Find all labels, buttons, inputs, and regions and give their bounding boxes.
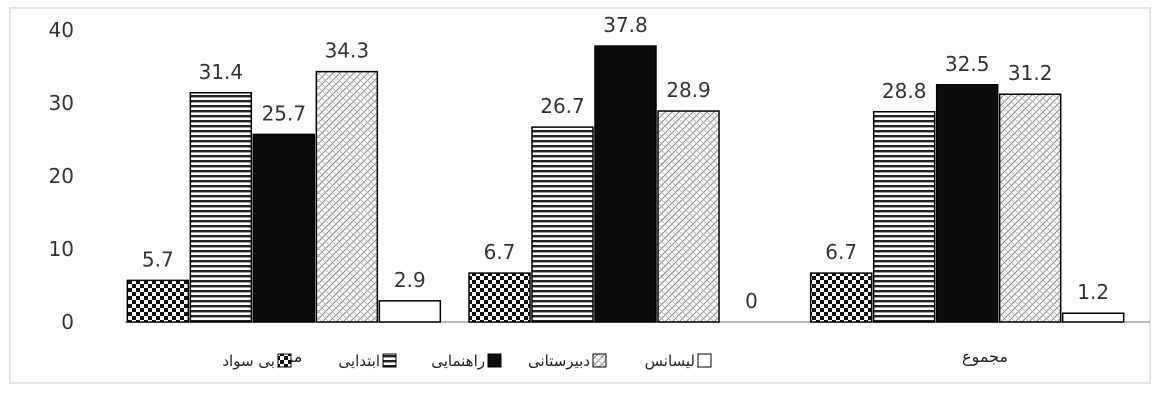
legend-item: راهنمایی bbox=[431, 352, 502, 370]
legend-label: ابتدایی bbox=[338, 352, 380, 370]
legend-item: ابتدایی bbox=[338, 352, 397, 370]
data-label: 1.2 bbox=[1077, 280, 1109, 304]
legend-label: راهنمایی bbox=[431, 352, 485, 370]
legend-label: دبیرستانی bbox=[528, 352, 590, 370]
data-label: 37.8 bbox=[603, 13, 648, 37]
data-label: 26.7 bbox=[540, 94, 585, 118]
data-label: 5.7 bbox=[142, 247, 174, 271]
bar-3-3 bbox=[935, 84, 999, 323]
legend: لیسانس دبیرستانی راهنمایی ابتدایی بی سواد bbox=[222, 352, 712, 370]
legend-item: دبیرستانی bbox=[528, 352, 607, 370]
data-label: 0 bbox=[745, 289, 758, 313]
data-label: 25.7 bbox=[262, 101, 307, 125]
legend-swatch bbox=[592, 353, 607, 368]
labels-layer: 5.731.425.734.32.9مرد6.726.737.828.906.7… bbox=[142, 13, 1109, 367]
bar-1-5 bbox=[378, 300, 442, 323]
chart-frame bbox=[9, 7, 1151, 384]
data-label: 28.8 bbox=[882, 79, 927, 103]
bar-1-1 bbox=[126, 279, 190, 323]
legend-item: بی سواد bbox=[222, 352, 292, 370]
bar-3-5 bbox=[1061, 312, 1125, 323]
legend-swatch bbox=[382, 353, 397, 368]
legend-label: بی سواد bbox=[222, 352, 275, 370]
y-tick-label: 0 bbox=[61, 310, 74, 334]
data-label: 34.3 bbox=[325, 39, 370, 63]
data-label: 28.9 bbox=[666, 78, 711, 102]
data-label: 6.7 bbox=[825, 240, 857, 264]
bar-2-4 bbox=[657, 110, 720, 323]
y-tick-label: 30 bbox=[49, 91, 74, 115]
bar-1-2 bbox=[189, 92, 253, 323]
bar-2-2 bbox=[531, 126, 594, 323]
bar-2-3 bbox=[594, 45, 657, 323]
group-label: مجموع bbox=[962, 347, 1008, 367]
legend-swatch bbox=[277, 353, 292, 368]
data-label: 31.2 bbox=[1008, 61, 1053, 85]
data-label: 2.9 bbox=[394, 268, 426, 292]
data-label: 6.7 bbox=[484, 240, 516, 264]
data-label: 32.5 bbox=[945, 52, 990, 76]
y-tick-label: 40 bbox=[49, 18, 74, 42]
bar-3-4 bbox=[998, 93, 1062, 323]
legend-label: لیسانس bbox=[645, 352, 695, 370]
legend-swatch bbox=[487, 353, 502, 368]
y-tick-label: 20 bbox=[49, 164, 74, 188]
legend-item: لیسانس bbox=[645, 352, 712, 370]
bar-3-1 bbox=[809, 272, 873, 323]
data-label: 31.4 bbox=[199, 60, 244, 84]
bar-3-2 bbox=[872, 111, 936, 323]
bar-1-3 bbox=[252, 133, 316, 323]
legend-swatch bbox=[697, 353, 712, 368]
bars-layer bbox=[126, 45, 1125, 323]
bar-2-1 bbox=[468, 272, 531, 323]
bar-1-4 bbox=[315, 70, 379, 323]
y-tick-label: 10 bbox=[49, 237, 74, 261]
